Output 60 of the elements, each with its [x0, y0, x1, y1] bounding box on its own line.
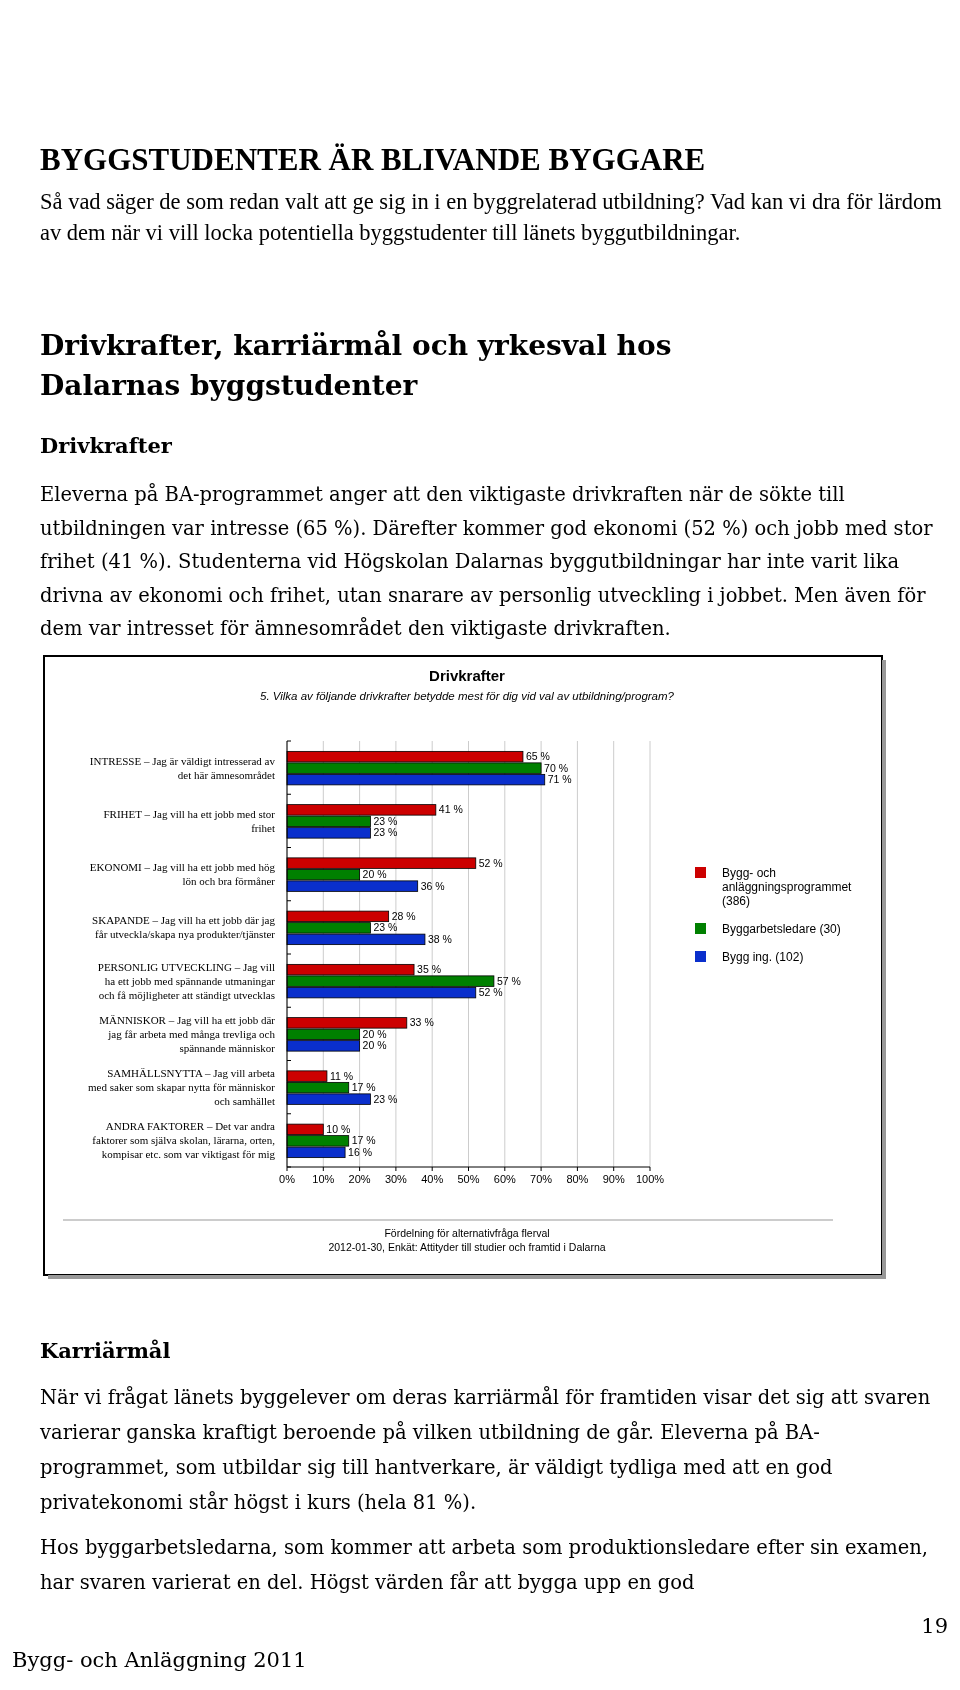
- text: 2012-01-30, Enkät: Attityder till studier och framtid i Dalarna: [328, 1241, 606, 1253]
- x-tick-label: 0%: [279, 1173, 296, 1185]
- y-tick-label: SKAPANDE – Jag vill ha ett jobb där jag får utveckla/skapa nya produkter/tjänster: [92, 914, 276, 941]
- data-label: 28 %: [391, 909, 416, 922]
- data-label: 23 %: [373, 826, 398, 839]
- y-tick-label: SAMHÄLLSNYTTA – Jag vill arbeta med saker som skapar nytta för människor och samhället: [88, 1067, 276, 1108]
- y-tick-label: MÄNNISKOR – Jag vill ha ett jobb där jag får arbeta med många trevliga och spännande människor: [99, 1013, 276, 1054]
- text: Karriärmål: [40, 1338, 172, 1363]
- data-label: 20 %: [362, 868, 387, 881]
- data-label: 57 %: [496, 974, 521, 987]
- chart-title: Drivkrafter: [429, 667, 506, 684]
- text: När vi frågat länets byggelever om deras karriärmål för framtiden visar det sig att svaren varierar ganska kraftigt beroende på vilken utbildning de går. Eleverna på BA-programmet, som utbildar sig till hantverkare, är väldigt tydliga med att en god privatekonomi står högst i kurs (hela 81 %).: [40, 1385, 932, 1516]
- data-label: 11 %: [329, 1069, 354, 1082]
- legend-label: Bygg- och anläggningsprogrammet (386): [722, 866, 853, 908]
- data-label: 23 %: [373, 814, 398, 827]
- data-label: 71 %: [547, 773, 572, 786]
- x-tick-label: 50%: [457, 1173, 480, 1185]
- data-label: 52 %: [478, 986, 503, 999]
- x-tick-label: 90%: [602, 1173, 625, 1185]
- data-label: 10 %: [326, 1122, 351, 1135]
- x-tick-label: 70%: [530, 1173, 553, 1185]
- text: Drivkrafter, karriärmål och yrkesval hos Dalarnas byggstudenter: [40, 328, 673, 404]
- data-label: 38 %: [427, 932, 452, 945]
- text: Så vad säger de som redan valt att ge sig in i en byggrelaterad utbildning? Vad kan vi dra för lärdom av dem när vi vill locka potentiella byggstudenter till länets byggutbildningar.: [40, 188, 943, 247]
- x-tick-label: 100%: [635, 1173, 665, 1185]
- text: Eleverna på BA-programmet anger att den viktigaste drivkraften när de sökte till utbildningen var intresse (65 %). Därefter kommer god ekonomi (52 %) och jobb med stor frihet (41 %). Studenterna vid Högskolan Dalarnas byggutbildningar har inte varit lika drivna av ekonomi och frihet, utan snarare av personlig utveckling i jobbet. Men även för dem var intresset för ämnesområdet den viktigaste drivkraften.: [40, 482, 934, 642]
- data-label: 20 %: [362, 1039, 387, 1052]
- y-tick-label: FRIHET – Jag vill ha ett jobb med stor frihet: [103, 807, 276, 834]
- data-label: 16 %: [348, 1145, 373, 1158]
- x-tick-label: 30%: [384, 1173, 408, 1185]
- data-label: 36 %: [420, 879, 445, 892]
- data-label: 35 %: [417, 963, 441, 976]
- text: Hos byggarbetsledarna, som kommer att arbeta som produktionsledare efter sin examen, har svaren varierat en del. Högst värden får att bygga upp en god: [40, 1535, 929, 1596]
- legend-label: Bygg ing. (102): [722, 950, 804, 964]
- data-label: 17 %: [351, 1081, 376, 1094]
- y-tick-label: INTRESSE – Jag är väldigt intresserad av det här ämnesområdet: [89, 754, 276, 781]
- data-label: 23 %: [373, 921, 398, 934]
- data-label: 70 %: [544, 761, 569, 774]
- data-label: 20 %: [362, 1027, 387, 1040]
- text: Bygg- och Anläggning 2011: [12, 1648, 308, 1672]
- x-tick-label: 10%: [312, 1173, 335, 1185]
- chart-subtitle: 5. Vilka av följande drivkrafter betydde mest för dig vid val av utbildning/program?: [259, 690, 675, 702]
- text: Drivkrafter: [40, 433, 173, 458]
- x-tick-label: 60%: [493, 1173, 517, 1185]
- x-tick-label: 20%: [348, 1173, 371, 1185]
- data-label: 23 %: [373, 1092, 398, 1105]
- text: Fördelning för alternativfråga flerval: [384, 1227, 550, 1239]
- data-label: 41 %: [438, 803, 463, 816]
- y-tick-label: ANDRA FAKTORER – Det var andra faktorer som själva skolan, lärarna, orten, kompisar etc. som var viktigast för mig: [92, 1120, 276, 1161]
- data-label: 33 %: [409, 1016, 434, 1029]
- data-label: 17 %: [351, 1134, 376, 1147]
- x-tick-label: 40%: [421, 1173, 444, 1185]
- data-label: 65 %: [525, 750, 550, 763]
- text: BYGGSTUDENTER ÄR BLIVANDE BYGGARE: [40, 141, 707, 179]
- y-tick-label: PERSONLIG UTVECKLING – Jag vill ha ett jobb med spännande utmaningar och få möjligheter att ständigt utvecklas: [97, 960, 276, 1001]
- y-tick-label: EKONOMI – Jag vill ha ett jobb med hög lön och bra förmåner: [89, 861, 276, 888]
- data-label: 52 %: [478, 856, 503, 869]
- text: 19: [920, 1614, 948, 1638]
- x-tick-label: 80%: [566, 1173, 589, 1185]
- legend-label: Byggarbetsledare (30): [722, 922, 841, 936]
